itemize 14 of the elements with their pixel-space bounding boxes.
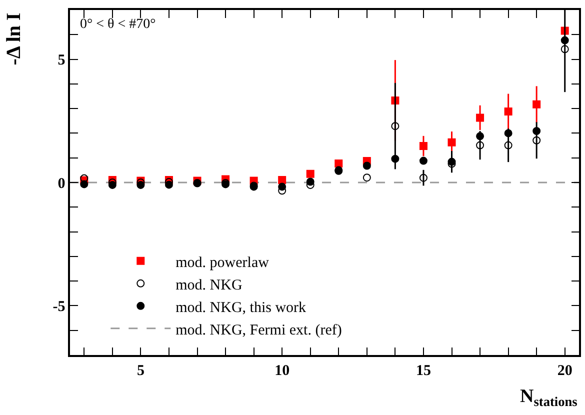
y-tick-label: 5 [58,52,66,69]
legend-label: mod. NKG [176,277,242,294]
x-axis-title: N$_{stations}$ [520,386,578,409]
y-axis-title: -Δ ln I [3,12,26,66]
x-tick-label: 20 [557,362,572,379]
annotation: 0° < θ < #70° [80,17,156,32]
x-tick-label: 5 [136,362,144,379]
x-tick-label: 15 [416,362,431,379]
y-tick-label: 0 [58,176,66,192]
legend-label: mod. NKG, this work [176,300,307,316]
legend-label: mod. powerlaw [176,254,270,271]
x-tick-label: 10 [274,362,290,379]
legend-label: mod. NKG, Fermi ext. (ref) [176,322,342,338]
y-tick-label: -5 [52,298,66,315]
